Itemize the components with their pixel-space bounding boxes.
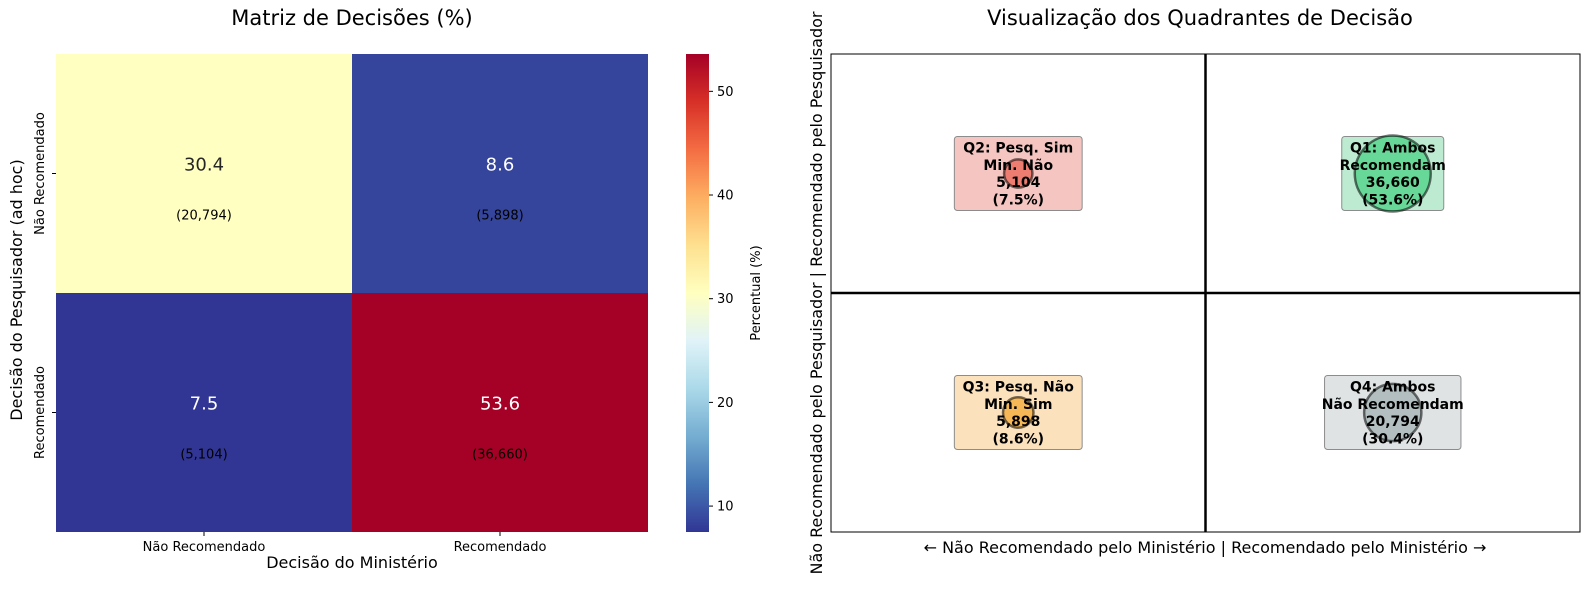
quadrant-label-line: 36,660 xyxy=(1366,175,1420,191)
quadrant-x-label: ← Não Recomendado pelo Ministério | Reco… xyxy=(924,538,1487,557)
quadrant-label-line: Recomendam xyxy=(1340,158,1446,174)
heatmap-x-label: Decisão do Ministério xyxy=(266,553,438,572)
quadrant-bubble xyxy=(1002,158,1034,189)
heatmap-cell xyxy=(352,54,648,293)
colorbar-tick-label: 20 xyxy=(717,396,734,411)
quadrant-label-line: Não Recomendam xyxy=(1322,397,1464,413)
heatmap-y-tick-label: Não Recomendado xyxy=(33,112,48,235)
quadrant-y-label: Não Recomendado pelo Pesquisador | Recom… xyxy=(807,11,826,574)
heatmap-y-tick-label: Recomendado xyxy=(33,366,48,459)
quadrant-label-line: Q4: Ambos xyxy=(1350,380,1436,396)
heatmap-cell xyxy=(56,54,352,293)
quadrant-label-line: Q1: Ambos xyxy=(1350,141,1436,157)
quadrant-label-line: (8.6%) xyxy=(992,431,1044,447)
heatmap-cell xyxy=(56,293,352,532)
heatmap-cell-value: 8.6 xyxy=(486,155,515,176)
heatmap-cell-count: (36,660) xyxy=(472,448,528,463)
heatmap-panel: Matriz de Decisões (%) 30.4 (20,794) 8.6 (5… xyxy=(7,6,764,572)
quadrant-bubble xyxy=(1362,382,1423,443)
quadrant-label-line: Q2: Pesq. Sim xyxy=(963,141,1073,157)
quadrant-label-line: Q3: Pesq. Não xyxy=(963,380,1075,396)
quadrant-bubble xyxy=(1001,396,1035,429)
heatmap-cell-count: (5,104) xyxy=(180,448,227,463)
quadrant-panel: Visualização dos Quadrantes de Decisão Q… xyxy=(807,6,1581,574)
colorbar-label: Percentual (%) xyxy=(749,245,764,340)
quadrant-label-line: 5,898 xyxy=(996,414,1040,430)
colorbar: 10 20 30 40 50 Percentual (%) xyxy=(686,54,764,532)
heatmap-cell-value: 53.6 xyxy=(480,394,520,415)
heatmap-cell-count: (5,898) xyxy=(476,209,523,224)
quadrant-bubble xyxy=(1353,134,1432,213)
colorbar-tick-label: 50 xyxy=(717,85,734,100)
quadrant-label-line: (53.6%) xyxy=(1362,192,1423,208)
heatmap-y-ticks: Não Recomendado Recomendado xyxy=(33,112,56,459)
colorbar-tick-label: 10 xyxy=(717,500,734,515)
quadrant-label-line: 20,794 xyxy=(1366,414,1420,430)
heatmap-x-tick-label: Não Recomendado xyxy=(143,540,266,555)
colorbar-tick-label: 30 xyxy=(717,292,734,307)
colorbar-tick-label: 40 xyxy=(717,189,734,204)
heatmap-cells: 30.4 (20,794) 8.6 (5,898) 7.5 (5,104) 53.6 (36,… xyxy=(56,54,648,532)
quadrant-label-line: (7.5%) xyxy=(992,192,1044,208)
quadrant-title: Visualização dos Quadrantes de Decisão xyxy=(987,6,1413,30)
heatmap-cell-count: (20,794) xyxy=(176,209,232,224)
quadrant-label-line: 5,104 xyxy=(996,175,1041,191)
heatmap-title: Matriz de Decisões (%) xyxy=(231,6,472,30)
heatmap-cell-value: 30.4 xyxy=(184,155,224,176)
heatmap-cell-value: 7.5 xyxy=(190,394,219,415)
heatmap-x-tick-label: Recomendado xyxy=(454,540,547,555)
heatmap-x-ticks: Não Recomendado Recomendado xyxy=(143,532,547,555)
colorbar-ticks: 10 20 30 40 50 xyxy=(709,85,734,515)
quadrant-label-line: Min. Sim xyxy=(984,397,1052,413)
heatmap-cell xyxy=(352,293,648,532)
heatmap-y-label: Decisão do Pesquisador (ad hoc) xyxy=(7,159,26,420)
quadrant-label-line: (30.4%) xyxy=(1362,431,1423,447)
colorbar-gradient xyxy=(686,54,709,532)
quadrant-label-line: Min. Não xyxy=(983,158,1053,174)
